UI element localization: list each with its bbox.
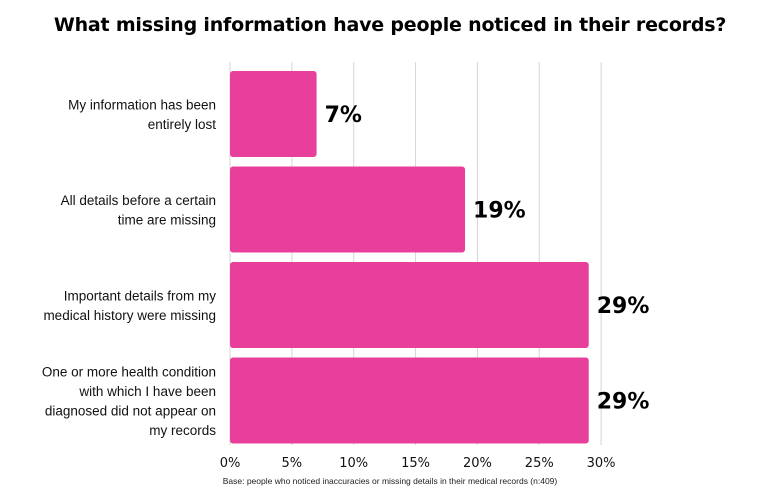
bar bbox=[230, 71, 317, 157]
bars bbox=[230, 71, 589, 444]
x-tick-label: 30% bbox=[587, 456, 616, 471]
x-tick-label: 20% bbox=[463, 456, 492, 471]
value-labels: 7% 19% 29% 29% bbox=[325, 103, 650, 415]
value-label: 29% bbox=[597, 294, 650, 319]
bar bbox=[230, 166, 466, 253]
value-label: 19% bbox=[473, 199, 526, 224]
category-label: All details before a certain time are mis… bbox=[61, 193, 216, 228]
value-label: 7% bbox=[325, 103, 362, 128]
footnote: Base: people who noticed inaccuracies or… bbox=[222, 476, 558, 486]
x-axis-ticks: 0% 5% 10% 15% 20% 25% 30% bbox=[220, 456, 616, 471]
bar bbox=[230, 357, 589, 444]
category-label: My information has been entirely lost bbox=[68, 97, 216, 132]
x-tick-label: 0% bbox=[220, 456, 241, 471]
chart-title: What missing information have people not… bbox=[53, 14, 727, 36]
category-labels: My information has been entirely lost All … bbox=[42, 97, 216, 438]
category-label: One or more health condition with which I… bbox=[42, 364, 216, 438]
category-label: Important details from my medical history… bbox=[43, 288, 216, 323]
bar bbox=[230, 262, 589, 348]
x-tick-label: 5% bbox=[282, 456, 303, 471]
x-tick-label: 15% bbox=[401, 456, 430, 471]
value-label: 29% bbox=[597, 390, 650, 415]
x-tick-label: 10% bbox=[339, 456, 368, 471]
x-tick-label: 25% bbox=[525, 456, 554, 471]
